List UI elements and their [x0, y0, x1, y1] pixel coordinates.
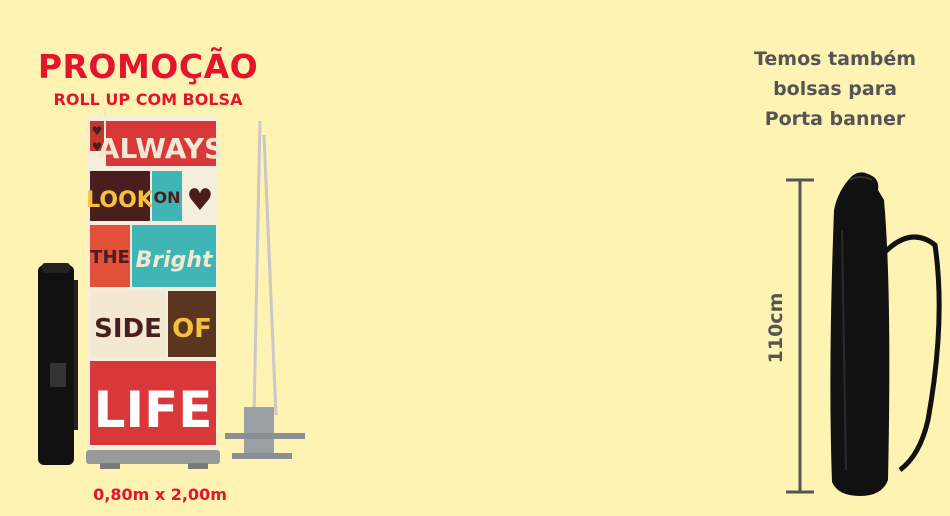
banner-panel: ♥ ♥ ALWAYS LOOK ON ♥ THE Bright SIDE OF … — [86, 115, 224, 450]
banner-word-the: THE — [90, 247, 130, 268]
height-dimension-marker: 110cm — [765, 178, 814, 494]
banner-base — [86, 450, 220, 464]
banner-pole-image — [225, 120, 305, 459]
svg-text:♥: ♥ — [92, 124, 103, 138]
bags-info-line-2: bolsas para — [773, 78, 897, 100]
bag-body — [830, 172, 942, 496]
banner-word-side: SIDE — [94, 314, 162, 344]
carry-bag-small-image — [38, 263, 78, 465]
height-label: 110cm — [765, 293, 787, 364]
banner-word-look: LOOK — [86, 188, 155, 213]
bags-info-line-3: Porta banner — [764, 108, 906, 130]
banner-word-on: ON — [154, 188, 181, 207]
bags-info-line-1: Temos também — [753, 48, 917, 70]
svg-text:♥: ♥ — [187, 183, 214, 218]
banner-word-bright: Bright — [135, 248, 214, 273]
banner-size-caption: 0,80m x 2,00m — [93, 485, 227, 504]
bags-info-text: Temos também bolsas para Porta banner — [735, 44, 935, 134]
banner-word-always: ALWAYS — [98, 132, 224, 165]
svg-text:♥: ♥ — [92, 140, 103, 154]
banner-word-life: LIFE — [94, 381, 213, 439]
promo-subtitle: ROLL UP COM BOLSA — [53, 90, 243, 109]
rollup-banner-image: ♥ ♥ ALWAYS LOOK ON ♥ THE Bright SIDE OF … — [38, 115, 305, 469]
banner-word-of: OF — [172, 314, 212, 344]
promo-title: PROMOÇÃO — [37, 47, 259, 86]
carry-bag-image: 110cm — [765, 172, 942, 496]
